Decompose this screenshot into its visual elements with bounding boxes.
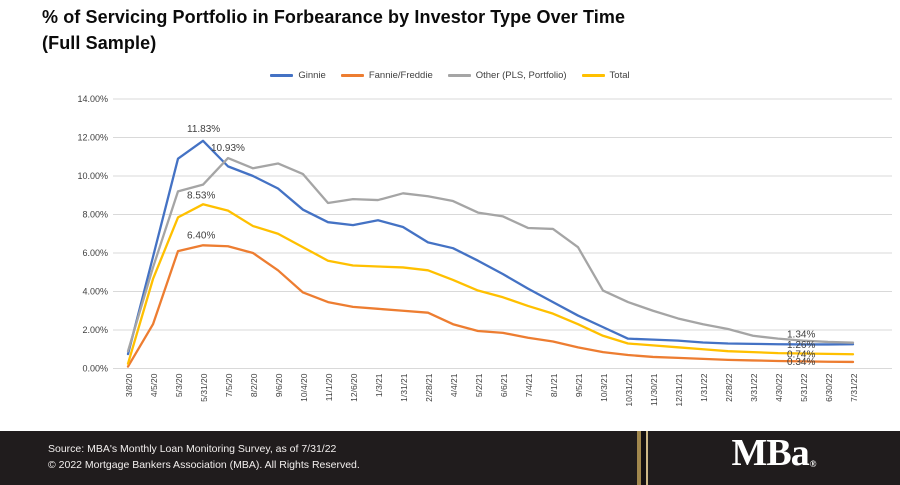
footer-source-block: Source: MBA's Monthly Loan Monitoring Su… <box>0 431 637 485</box>
x-axis-tick-label: 8/1/21 <box>549 373 559 397</box>
series-line-fannie-freddie <box>126 244 855 368</box>
x-axis-tick-label: 5/3/20 <box>174 373 184 397</box>
y-axis-tick-label: 6.00% <box>82 248 108 258</box>
legend-line-swatch <box>270 74 294 77</box>
legend-item-fannie-freddie: Fannie/Freddie <box>340 70 433 81</box>
chart-legend: Ginnie Fannie/Freddie Other (PLS, Portfoli… <box>0 70 900 81</box>
y-axis-tick-label: 10.00% <box>77 171 108 181</box>
x-axis-tick-label: 10/4/20 <box>299 373 309 402</box>
x-axis-tick-label: 7/5/20 <box>224 373 234 397</box>
legend-line-swatch <box>340 74 364 77</box>
y-axis-tick-label: 0.00% <box>82 364 108 374</box>
footer-copyright-line: © 2022 Mortgage Bankers Association (MBA… <box>48 459 360 471</box>
gold-divider-gap <box>641 431 646 485</box>
legend-label: Other (PLS, Portfolio) <box>475 70 567 81</box>
x-axis-tick-label: 1/31/21 <box>399 373 409 402</box>
x-axis-tick-label: 4/30/22 <box>774 373 784 402</box>
x-axis-tick-label: 9/6/20 <box>274 373 284 397</box>
data-label: 1.34% <box>787 330 815 341</box>
data-label: 11.83% <box>187 124 220 135</box>
x-axis-tick-label: 4/5/20 <box>149 373 159 397</box>
page-title-line2: (Full Sample) <box>42 33 157 53</box>
legend-label: Ginnie <box>298 70 326 81</box>
legend-item-total: Total <box>581 70 630 81</box>
data-label: 0.74% <box>787 349 815 360</box>
data-label: 0.34% <box>787 357 815 368</box>
footer-bar: Source: MBA's Monthly Loan Monitoring Su… <box>0 431 900 485</box>
y-axis-tick-label: 14.00% <box>77 94 108 104</box>
x-axis-tick-label: 5/2/21 <box>474 373 484 397</box>
x-axis-tick-label: 12/6/20 <box>349 373 359 402</box>
series-line-ginnie <box>126 139 855 356</box>
x-axis-tick-label: 10/3/21 <box>599 373 609 402</box>
x-axis-tick-label: 8/2/20 <box>249 373 259 397</box>
data-label: 6.40% <box>187 230 215 241</box>
data-label: 10.93% <box>211 143 245 154</box>
x-axis-tick-label: 9/5/21 <box>574 373 584 397</box>
y-axis-tick-label: 12.00% <box>77 133 108 143</box>
x-axis-tick-label: 5/31/22 <box>799 373 809 402</box>
y-axis-tick-label: 2.00% <box>82 325 108 335</box>
y-axis-tick-label: 8.00% <box>82 210 108 220</box>
x-axis-tick-label: 10/31/21 <box>624 373 634 406</box>
legend-line-swatch <box>447 74 471 77</box>
gold-divider-light <box>646 431 648 485</box>
legend-line-swatch <box>581 74 605 77</box>
x-axis-tick-label: 5/31/20 <box>199 373 209 402</box>
mba-logo: MBa® <box>731 431 817 474</box>
legend-label: Fannie/Freddie <box>368 70 433 81</box>
x-axis-tick-label: 7/4/21 <box>524 373 534 397</box>
legend-label: Total <box>609 70 630 81</box>
footer-source-line: Source: MBA's Monthly Loan Monitoring Su… <box>48 443 337 455</box>
x-axis-tick-label: 2/28/21 <box>424 373 434 402</box>
page-title-line1: % of Servicing Portfolio in Forbearance … <box>42 7 626 27</box>
legend-item-other-pls-portfolio: Other (PLS, Portfolio) <box>447 70 567 81</box>
x-axis-tick-label: 12/31/21 <box>674 373 684 406</box>
data-label: 1.26% <box>787 340 815 351</box>
x-axis-tick-label: 1/3/21 <box>374 373 384 397</box>
x-axis-tick-label: 7/31/22 <box>849 373 859 402</box>
x-axis-tick-label: 6/6/21 <box>499 373 509 397</box>
forbearance-line-chart: 14.00% 12.00% 10.00% 8.00% 6.00% 4.00% 2.00% 0.… <box>77 94 892 407</box>
x-axis-tick-label: 2/28/22 <box>724 373 734 402</box>
x-axis-tick-label: 11/1/20 <box>324 373 334 401</box>
registered-mark: ® <box>809 458 817 469</box>
series-line-total <box>126 203 855 365</box>
x-axis-tick-label: 11/30/21 <box>649 373 659 406</box>
series-line-other-pls-portfolio <box>126 156 855 353</box>
legend-item-ginnie: Ginnie <box>270 70 326 81</box>
x-axis-tick-label: 1/31/22 <box>699 373 709 402</box>
data-label: 8.53% <box>187 190 215 201</box>
footer-logo-block: MBa® <box>648 431 900 485</box>
x-axis-tick-label: 3/8/20 <box>124 373 134 397</box>
x-axis-tick-label: 6/30/22 <box>824 373 834 402</box>
x-axis-tick-label: 4/4/21 <box>449 373 459 397</box>
y-axis-tick-label: 4.00% <box>82 287 108 297</box>
gold-divider <box>637 431 641 485</box>
page-title: % of Servicing Portfolio in Forbearance … <box>42 4 862 56</box>
x-axis-tick-label: 3/31/22 <box>749 373 759 402</box>
